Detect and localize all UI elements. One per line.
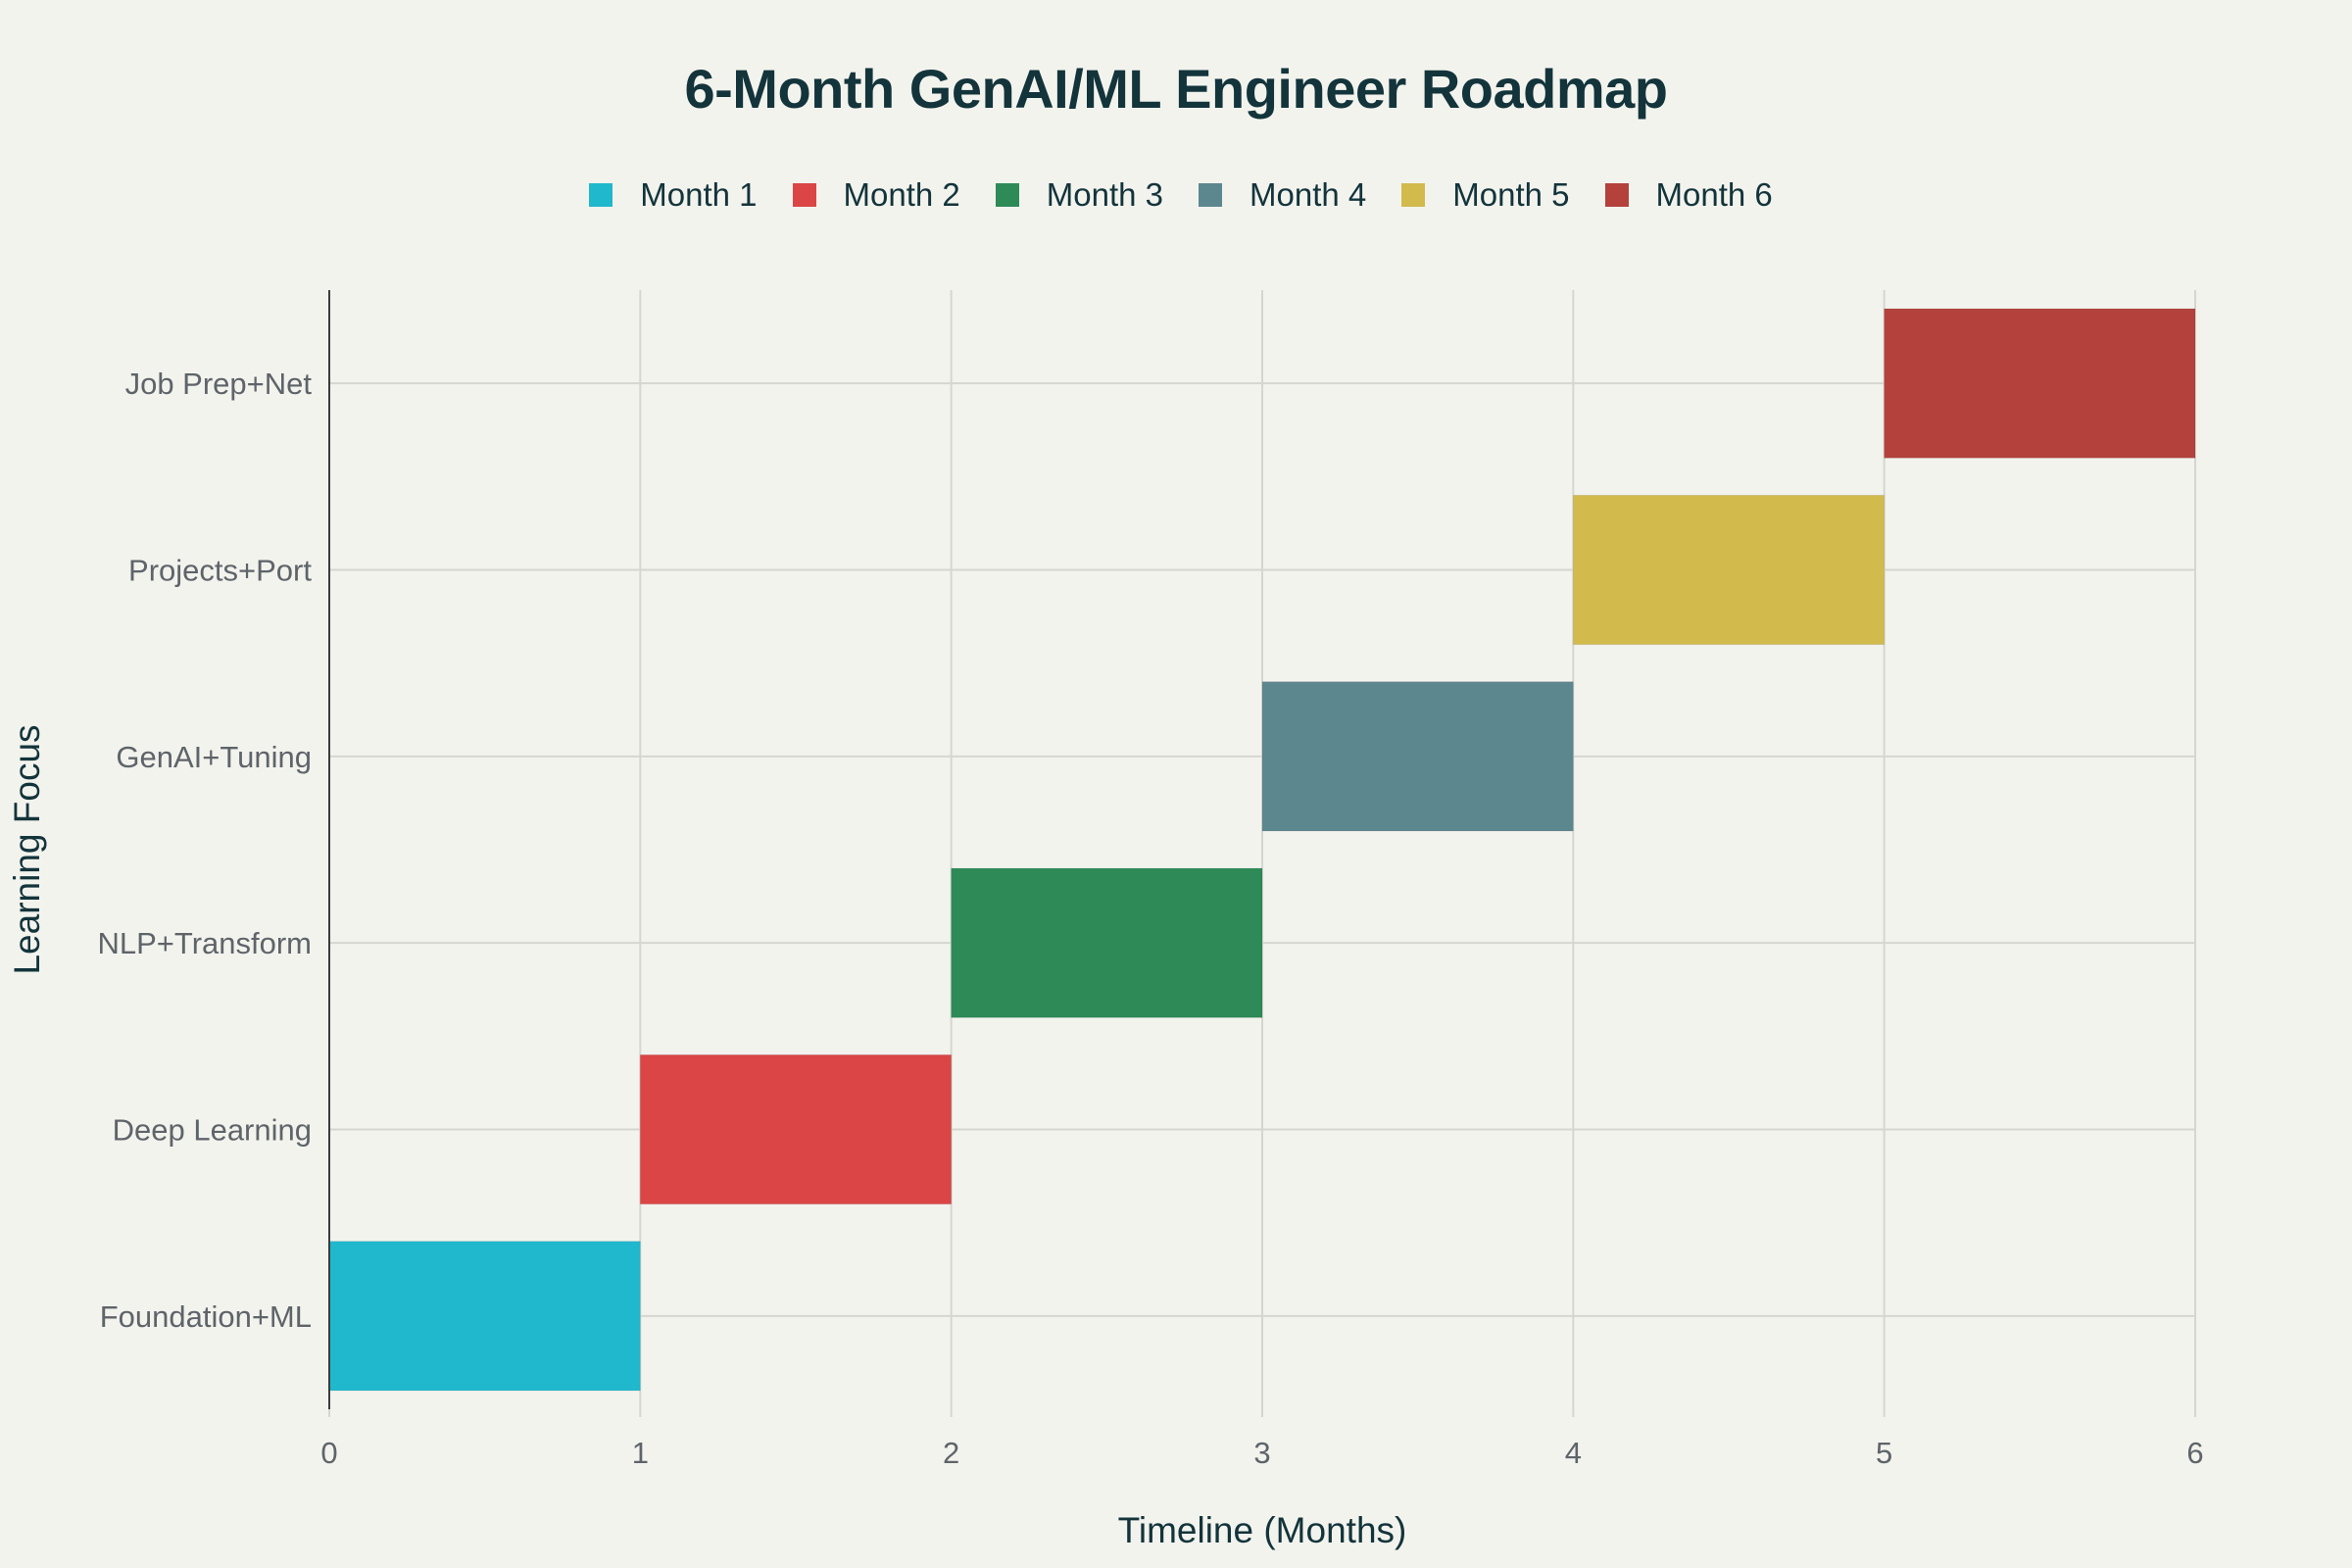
legend-swatch [1604, 183, 1629, 207]
legend-item[interactable]: Month 6 [1604, 176, 1773, 214]
x-tick-label: 2 [943, 1436, 959, 1470]
legend: Month 1 Month 2 Month 3 Month 4 Month 5 Month… [0, 176, 2352, 214]
legend-label: Month 4 [1250, 176, 1367, 213]
bar-month-6 [1884, 308, 2196, 459]
bar-month-1 [328, 1241, 641, 1392]
legend-swatch [995, 183, 1019, 207]
x-tick-label: 3 [1253, 1436, 1270, 1470]
x-tick-label: 1 [632, 1436, 649, 1470]
legend-swatch [1199, 183, 1222, 207]
legend-label: Month 3 [1046, 176, 1163, 213]
y-tick-label: Deep Learning [113, 1113, 312, 1148]
x-tick-label: 6 [2186, 1436, 2203, 1470]
legend-label: Month 1 [640, 176, 758, 213]
legend-item[interactable]: Month 3 [995, 176, 1163, 214]
legend-swatch [1401, 183, 1426, 207]
bar-month-4 [1261, 681, 1574, 832]
legend-label: Month 5 [1452, 176, 1570, 213]
y-tick-label: Foundation+ML [100, 1299, 312, 1334]
y-tick-label: Projects+Port [128, 554, 312, 588]
y-tick-label: Job Prep+Net [125, 367, 313, 401]
chart-title: 6-Month GenAI/ML Engineer Roadmap [684, 58, 1668, 120]
y-tick-label: GenAI+Tuning [116, 740, 312, 774]
legend-label: Month 2 [843, 176, 960, 213]
x-tick-label: 4 [1565, 1436, 1582, 1470]
bar-month-2 [639, 1054, 953, 1205]
y-axis-title: Learning Focus [7, 724, 47, 974]
x-tick-label: 5 [1876, 1436, 1892, 1470]
bar-month-5 [1572, 494, 1886, 646]
legend-item[interactable]: Month 4 [1199, 176, 1366, 214]
x-tick-label: 0 [320, 1436, 337, 1470]
legend-label: Month 6 [1655, 176, 1773, 213]
bar-month-3 [951, 867, 1263, 1018]
legend-item[interactable]: Month 1 [589, 176, 758, 214]
legend-swatch [589, 183, 613, 207]
legend-swatch [792, 183, 816, 207]
legend-item[interactable]: Month 2 [792, 176, 960, 214]
legend-item[interactable]: Month 5 [1401, 176, 1570, 214]
x-axis-title: Timeline (Months) [1118, 1510, 1407, 1550]
y-tick-label: NLP+Transform [98, 926, 313, 960]
